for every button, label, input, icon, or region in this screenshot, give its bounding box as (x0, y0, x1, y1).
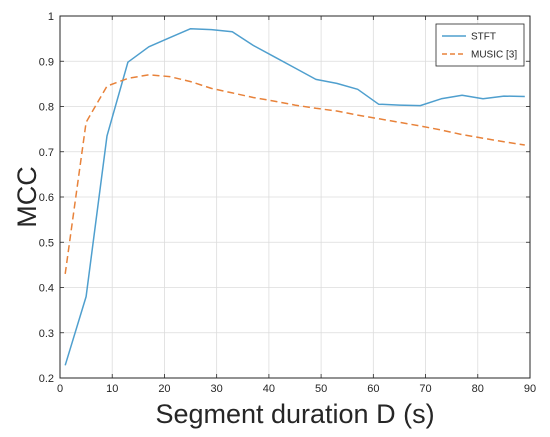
legend: STFT MUSIC [3] (435, 23, 525, 67)
y-tick-label: 1 (48, 11, 54, 23)
x-tick-label: 30 (211, 383, 223, 395)
legend-label-music: MUSIC [3] (471, 50, 517, 61)
x-tick-label: 20 (158, 383, 170, 395)
y-tick-label: 0.9 (39, 56, 54, 68)
x-tick-label: 90 (524, 383, 536, 395)
series-lines (64, 27, 525, 366)
axis-ticks: 0 10 20 30 40 50 60 70 80 90 0.2 0.3 0.4 0.5 0.6 0.7 0.8… (39, 11, 536, 395)
legend-box (435, 23, 525, 67)
y-tick-label: 0.2 (39, 373, 54, 385)
x-tick-label: 10 (106, 383, 118, 395)
series-line-1 (64, 74, 525, 275)
series-line-0 (64, 27, 525, 366)
x-axis-title: Segment duration D (s) (155, 399, 434, 429)
x-tick-label: 40 (263, 383, 275, 395)
x-tick-label: 0 (57, 383, 63, 395)
y-tick-label: 0.8 (39, 102, 54, 114)
y-tick-label: 0.3 (39, 328, 54, 340)
x-tick-label: 60 (367, 383, 379, 395)
x-tick-label: 50 (315, 383, 327, 395)
x-tick-label: 70 (419, 383, 431, 395)
legend-label-stft: STFT (471, 32, 496, 43)
y-tick-label: 0.4 (39, 283, 54, 295)
y-axis-title: MCC (12, 166, 42, 228)
y-tick-label: 0.5 (39, 237, 54, 249)
x-tick-label: 80 (472, 383, 484, 395)
y-tick-label: 0.7 (39, 147, 54, 159)
y-tick-label: 0.6 (39, 192, 54, 204)
